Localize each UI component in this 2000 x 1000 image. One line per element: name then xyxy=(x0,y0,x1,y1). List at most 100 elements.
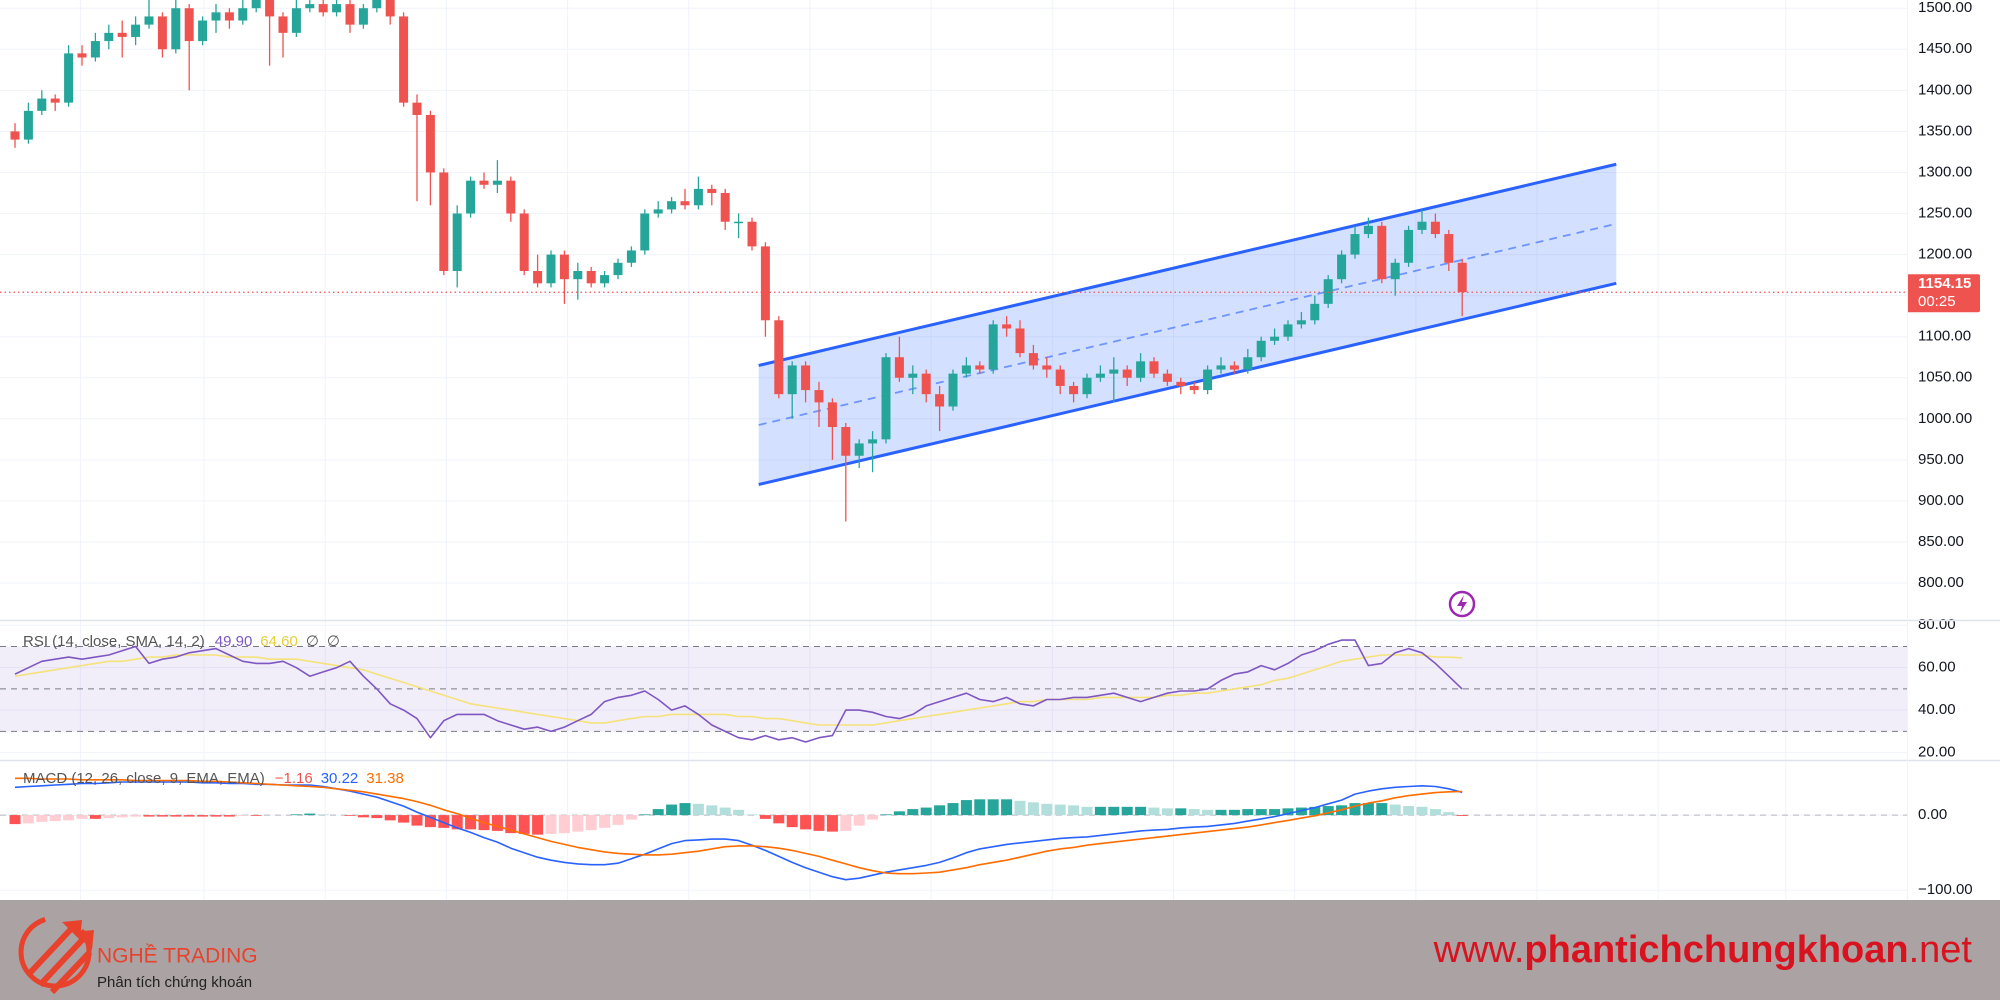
macd-histogram-bar xyxy=(1161,808,1173,816)
tagline: Phân tích chứng khoán xyxy=(97,974,252,991)
y-tick-label: 1300.00 xyxy=(1918,163,1972,180)
macd-value: 30.22 xyxy=(321,770,359,787)
rsi-extra: ∅ xyxy=(306,633,319,650)
candle-body xyxy=(1323,279,1333,304)
macd-histogram-bar xyxy=(1054,804,1066,816)
alert-icon-bolt[interactable] xyxy=(1457,595,1467,613)
url-suffix[interactable]: .net xyxy=(1909,929,1973,971)
channel-lower xyxy=(758,281,1617,486)
rsi-line xyxy=(14,639,1463,743)
y-tick-label: 800.00 xyxy=(1918,574,1964,591)
macd-histogram-bar xyxy=(156,815,168,817)
macd-histogram-bar xyxy=(1135,806,1147,816)
channel-middle xyxy=(758,222,1617,426)
macd-histogram-bar xyxy=(36,815,48,822)
macd-histogram-bar xyxy=(518,815,530,834)
logo-arrows xyxy=(25,925,93,995)
rsi-sma-value: 64.60 xyxy=(260,633,298,650)
candle-body xyxy=(814,390,824,403)
macd-histogram-bar xyxy=(532,815,544,835)
candle-body xyxy=(533,270,543,284)
macd-histogram-bar xyxy=(947,803,959,816)
candle-body xyxy=(921,373,931,395)
candle-body xyxy=(1216,365,1226,370)
candle-body xyxy=(506,180,516,214)
macd-signal-value: 31.38 xyxy=(366,770,404,787)
signal-line xyxy=(15,777,1463,875)
y-tick-label: 1100.00 xyxy=(1918,328,1971,345)
candle-body xyxy=(184,8,194,42)
candle-body xyxy=(171,8,181,50)
macd-histogram-bar xyxy=(719,807,731,816)
candle-body xyxy=(425,114,435,173)
macd-histogram-bar xyxy=(880,814,892,816)
macd-histogram-bar xyxy=(344,815,356,816)
macd-histogram-bar xyxy=(411,815,423,826)
last-price-label: 1154.15 xyxy=(1918,275,1971,292)
candle-body xyxy=(90,41,100,58)
macd-histogram-bar xyxy=(63,815,75,821)
candle-body xyxy=(948,373,958,407)
y-tick-label: 900.00 xyxy=(1918,492,1964,509)
candle-body xyxy=(787,365,797,395)
macd-histogram-bar xyxy=(1376,803,1388,816)
candle-body xyxy=(305,4,315,9)
url-prefix[interactable]: www. xyxy=(1433,929,1525,971)
candle-body xyxy=(224,12,234,21)
candle-body xyxy=(1363,225,1373,235)
candle-body xyxy=(546,254,556,284)
y-tick-label: −100.00 xyxy=(1918,881,1973,898)
macd-histogram-bar xyxy=(1362,803,1374,816)
countdown-label: 00:25 xyxy=(1918,293,1956,310)
macd-histogram-bar xyxy=(1242,809,1254,816)
candle-body xyxy=(265,0,275,17)
candle-body xyxy=(278,16,288,33)
candle-body xyxy=(1229,365,1239,370)
candle-body xyxy=(988,324,998,370)
macd-histogram-bar xyxy=(237,815,249,816)
macd-histogram-bar xyxy=(558,815,570,834)
macd-histogram-bar xyxy=(960,800,972,816)
macd-histogram-bar xyxy=(1416,806,1428,816)
macd-histogram-bar xyxy=(893,811,905,816)
macd-title: MACD (12, 26, close, 9, EMA, EMA) xyxy=(23,770,265,787)
url-domain[interactable]: phantichchungkhoan xyxy=(1524,929,1908,971)
macd-histogram-bar xyxy=(465,815,477,830)
macd-histogram-bar xyxy=(572,815,584,832)
macd-histogram-bar xyxy=(143,815,155,817)
macd-histogram-bar xyxy=(1068,805,1080,816)
macd-histogram-bar xyxy=(826,815,838,832)
macd-histogram-bar xyxy=(223,815,235,817)
macd-histogram-bar xyxy=(1429,809,1441,816)
candle-body xyxy=(559,254,569,280)
candle-body xyxy=(1002,324,1012,329)
candle-body xyxy=(50,98,60,103)
macd-histogram-bar xyxy=(491,815,503,831)
macd-histogram-bar xyxy=(974,799,986,816)
candle-body xyxy=(1270,336,1280,341)
macd-histogram-bar xyxy=(1255,809,1267,816)
candle-body xyxy=(667,201,677,210)
y-tick-label: 1450.00 xyxy=(1918,40,1972,57)
candle-body xyxy=(760,246,770,321)
candle-body xyxy=(1189,385,1199,391)
macd-histogram-bar xyxy=(197,815,209,817)
macd-histogram-bar xyxy=(438,815,450,828)
candle-body xyxy=(626,250,636,263)
macd-legend: MACD (12, 26, close, 9, EMA, EMA) −1.16 30… xyxy=(23,770,404,787)
website[interactable]: www.phantichchungkhoan.net xyxy=(1433,929,1973,971)
macd-histogram-bar xyxy=(585,815,597,831)
macd-histogram-bar xyxy=(89,815,101,819)
rsi-value: 49.90 xyxy=(215,633,253,650)
candle-body xyxy=(412,102,422,115)
y-tick-label: 1050.00 xyxy=(1918,369,1972,386)
alert-icon[interactable] xyxy=(1448,590,1476,618)
candle-body xyxy=(1203,369,1213,391)
macd-histogram-bar xyxy=(1403,806,1415,816)
candle-body xyxy=(77,53,87,58)
candle-body xyxy=(720,192,730,222)
macd-histogram-bar xyxy=(357,815,369,818)
macd-histogram-bar xyxy=(867,815,879,820)
candle-body xyxy=(1149,361,1159,374)
